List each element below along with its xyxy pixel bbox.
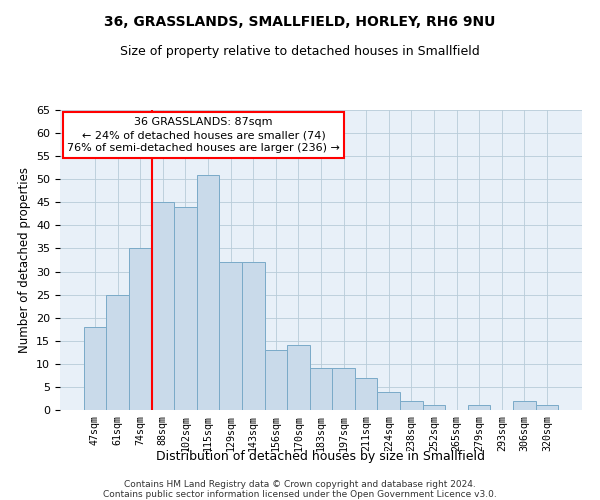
Bar — [332, 368, 355, 410]
Bar — [400, 401, 422, 410]
Bar — [197, 174, 220, 410]
Bar — [422, 406, 445, 410]
Bar — [513, 401, 536, 410]
Text: Size of property relative to detached houses in Smallfield: Size of property relative to detached ho… — [120, 45, 480, 58]
Text: Contains HM Land Registry data © Crown copyright and database right 2024.
Contai: Contains HM Land Registry data © Crown c… — [103, 480, 497, 500]
Bar — [536, 406, 558, 410]
Bar — [129, 248, 152, 410]
Text: Distribution of detached houses by size in Smallfield: Distribution of detached houses by size … — [157, 450, 485, 463]
Bar — [468, 406, 490, 410]
Bar — [377, 392, 400, 410]
Y-axis label: Number of detached properties: Number of detached properties — [17, 167, 31, 353]
Bar — [310, 368, 332, 410]
Text: 36 GRASSLANDS: 87sqm
← 24% of detached houses are smaller (74)
76% of semi-detac: 36 GRASSLANDS: 87sqm ← 24% of detached h… — [67, 117, 340, 154]
Bar — [174, 207, 197, 410]
Bar — [106, 294, 129, 410]
Bar — [265, 350, 287, 410]
Bar — [220, 262, 242, 410]
Bar — [355, 378, 377, 410]
Bar — [152, 202, 174, 410]
Bar — [242, 262, 265, 410]
Text: 36, GRASSLANDS, SMALLFIELD, HORLEY, RH6 9NU: 36, GRASSLANDS, SMALLFIELD, HORLEY, RH6 … — [104, 15, 496, 29]
Bar — [287, 346, 310, 410]
Bar — [84, 327, 106, 410]
